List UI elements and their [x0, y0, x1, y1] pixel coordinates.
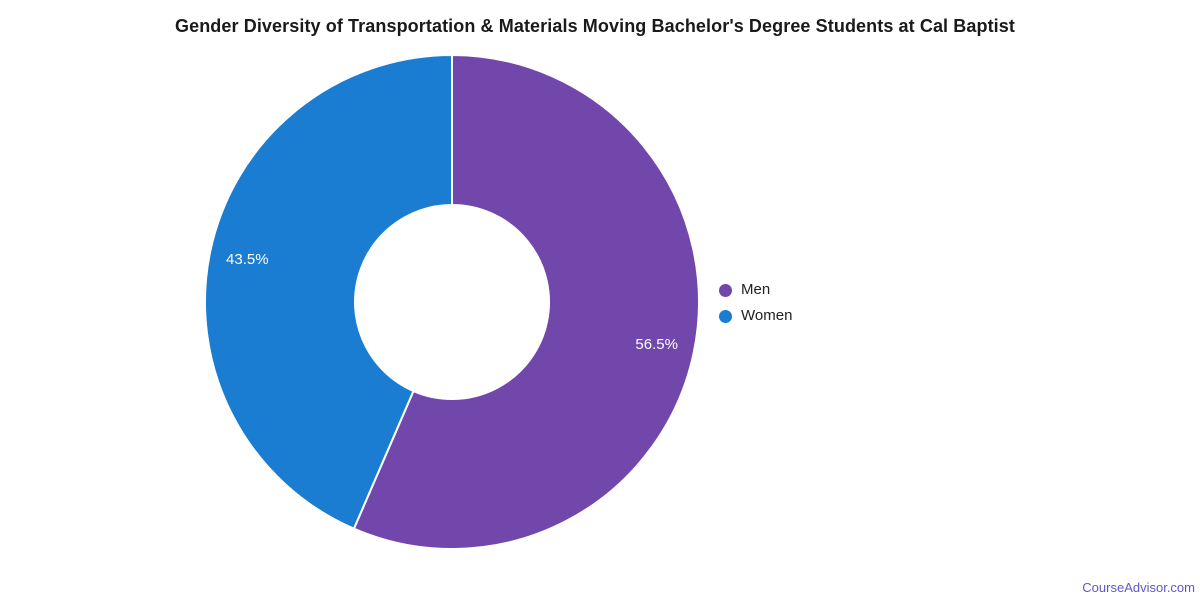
pie-slice-women[interactable]	[203, 54, 453, 530]
legend-item-men[interactable]: Men	[719, 277, 792, 303]
legend-item-women[interactable]: Women	[719, 303, 792, 329]
donut-labels: 56.5% 43.5%	[226, 251, 678, 353]
courseadvisor-watermark-link[interactable]: CourseAdvisor.com	[1082, 580, 1195, 595]
legend-label-men: Men	[741, 281, 771, 298]
legend-marker-men-icon	[719, 283, 732, 297]
chart-title: Gender Diversity of Transportation & Mat…	[175, 16, 1015, 36]
slice-label-men: 56.5%	[635, 336, 678, 353]
legend-marker-women-icon	[719, 309, 732, 323]
donut-slices	[203, 54, 700, 550]
slice-label-women: 43.5%	[226, 251, 269, 268]
chart-legend: Men Women	[719, 277, 792, 329]
pie-slice-men[interactable]	[352, 54, 700, 550]
legend-label-women: Women	[741, 307, 793, 324]
